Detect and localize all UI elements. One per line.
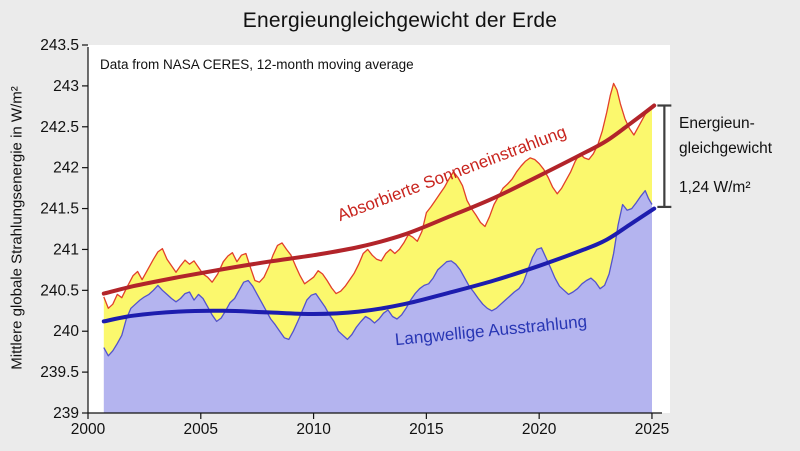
x-tick-label-2010: 2010: [296, 421, 331, 438]
y-tick-label-240.5: 240.5: [40, 282, 79, 299]
x-tick-label-2015: 2015: [409, 421, 443, 438]
x-tick-label-2000: 2000: [71, 421, 106, 438]
imbalance-annotation: Energieun- gleichgewicht 1,24 W/m²: [679, 111, 797, 200]
olr-fill-area: [103, 190, 653, 413]
y-axis-title: Mittlere globale Strahlungsenergie in W/…: [8, 86, 26, 370]
x-tick-label-2005: 2005: [184, 421, 218, 438]
net-imbalance-fill-area: [103, 83, 653, 356]
imbalance-value: 1,24 W/m²: [679, 179, 751, 196]
y-tick-label-239.5: 239.5: [40, 364, 79, 381]
imbalance-label-line2: gleichgewicht: [679, 140, 773, 157]
y-tick-label-242.5: 242.5: [40, 119, 79, 136]
olr-trend-line: [101, 206, 657, 324]
y-tick-label-240: 240: [53, 323, 79, 340]
y-tick-label-243: 243: [53, 78, 79, 95]
asr-trend-line: [101, 103, 657, 296]
y-tick-label-241.5: 241.5: [40, 201, 79, 218]
data-source-note: Data from NASA CERES, 12-month moving av…: [100, 57, 414, 72]
olr-monthly-line: [103, 189, 653, 357]
y-tick-label-241: 241: [53, 241, 79, 258]
x-tick-label-2020: 2020: [522, 421, 557, 438]
y-tick-label-239: 239: [53, 405, 79, 422]
imbalance-label-line1: Energieun-: [679, 115, 755, 132]
asr-monthly-line: [103, 82, 653, 309]
y-tick-label-243.5: 243.5: [40, 37, 79, 54]
x-tick-label-2025: 2025: [635, 421, 669, 438]
page-title: Energieungleichgewicht der Erde: [242, 9, 558, 32]
y-tick-label-242: 242: [53, 160, 79, 177]
